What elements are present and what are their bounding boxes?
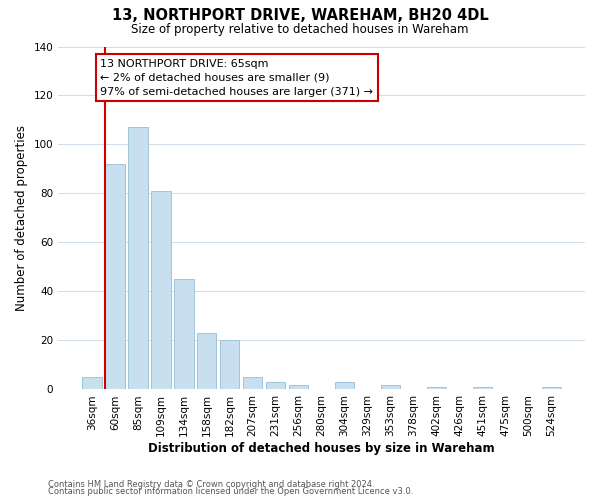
Bar (266, 382, 286, 390)
Bar (197, 333, 217, 390)
Bar (243, 377, 262, 390)
Y-axis label: Number of detached properties: Number of detached properties (15, 125, 28, 311)
Bar (151, 191, 170, 390)
X-axis label: Distribution of detached houses by size in Wareham: Distribution of detached houses by size … (148, 442, 495, 455)
Bar (82, 377, 101, 390)
Bar (427, 387, 446, 390)
Bar (381, 384, 400, 390)
Bar (335, 382, 355, 390)
Bar (289, 384, 308, 390)
Bar (128, 128, 148, 390)
Bar (473, 387, 492, 390)
Text: Size of property relative to detached houses in Wareham: Size of property relative to detached ho… (131, 22, 469, 36)
Text: 13 NORTHPORT DRIVE: 65sqm
← 2% of detached houses are smaller (9)
97% of semi-de: 13 NORTHPORT DRIVE: 65sqm ← 2% of detach… (100, 58, 373, 96)
Bar (105, 164, 125, 390)
Text: Contains public sector information licensed under the Open Government Licence v3: Contains public sector information licen… (48, 488, 413, 496)
Text: 13, NORTHPORT DRIVE, WAREHAM, BH20 4DL: 13, NORTHPORT DRIVE, WAREHAM, BH20 4DL (112, 8, 488, 22)
Bar (220, 340, 239, 390)
Text: Contains HM Land Registry data © Crown copyright and database right 2024.: Contains HM Land Registry data © Crown c… (48, 480, 374, 489)
Bar (542, 387, 561, 390)
Bar (174, 279, 194, 390)
